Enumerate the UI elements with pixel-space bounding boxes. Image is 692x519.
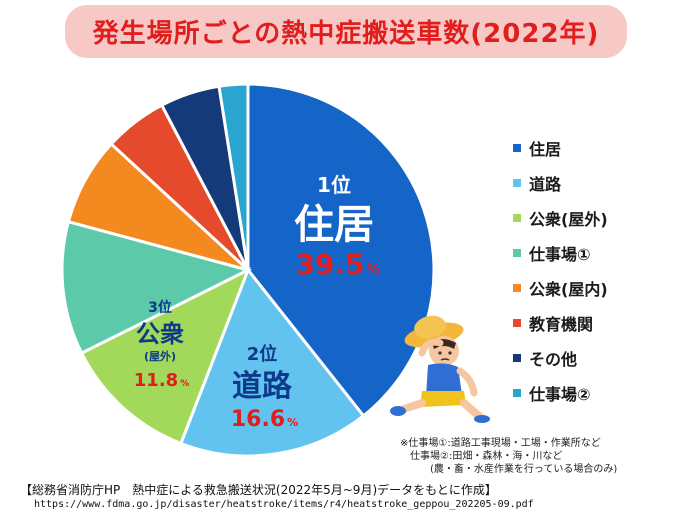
legend-item-4: 仕事場① [513, 235, 688, 270]
legend-label: 道路 [529, 174, 562, 194]
source-citation: 【総務省消防庁HP 熱中症による救急搬送状況(2022年5月~9月)データをもと… [20, 483, 497, 497]
legend-swatch [513, 318, 521, 327]
legend-label: 仕事場② [529, 384, 591, 404]
callout-rank-3: 3位 [148, 299, 172, 316]
footnote: ※仕事場①:道路工事現場・工場・作業所など 仕事場②:田畑・森林・海・川など (… [400, 438, 618, 475]
legend-label: 公衆(屋外) [529, 209, 608, 229]
callout-unit-1: % [367, 262, 381, 278]
pie-slice-3 [79, 266, 251, 446]
callout-percent-2: 16.6 [231, 407, 285, 432]
legend-swatch [513, 248, 521, 257]
legend-swatch [513, 213, 521, 222]
chart-title: 発生場所ごとの熱中症搬送車数(2022年) [64, 4, 628, 58]
callout-percent-1: 39.5 [295, 248, 364, 281]
legend-item-1: 住居 [513, 130, 688, 165]
heatstroke-person-illustration [390, 315, 490, 423]
callout-name-3: 公衆 [136, 320, 184, 348]
callout-percent-3: 11.8 [134, 370, 178, 391]
callout-rank-1: 1位 [317, 173, 351, 197]
legend-swatch [513, 178, 521, 187]
source-url[interactable]: https://www.fdma.go.jp/disaster/heatstro… [34, 499, 534, 510]
legend-label: 住居 [529, 139, 562, 159]
legend-item-7: その他 [513, 340, 688, 375]
callout-unit-3: % [180, 379, 189, 389]
legend-swatch [513, 283, 521, 292]
callout-name-1: 住居 [294, 202, 374, 248]
legend-item-5: 公衆(屋内) [513, 270, 688, 305]
callout-name-2: 道路 [232, 369, 293, 404]
legend-swatch [513, 143, 521, 152]
legend-swatch [513, 353, 521, 362]
callout-rank-2: 2位 [247, 343, 278, 365]
legend-item-3: 公衆(屋外) [513, 200, 688, 235]
legend-label: 公衆(屋内) [529, 279, 608, 299]
pie-slice-4 [60, 219, 253, 356]
legend-label: 仕事場① [529, 244, 591, 264]
legend-item-8: 仕事場② [513, 375, 688, 410]
callout-sub-3: (屋外) [144, 349, 176, 363]
title-bar: 発生場所ごとの熱中症搬送車数(2022年) [0, 0, 692, 62]
pie-slice-2 [178, 267, 366, 458]
legend-label: 教育機関 [529, 314, 594, 334]
legend-item-2: 道路 [513, 165, 688, 200]
callout-unit-2: % [287, 416, 298, 429]
legend-label: その他 [529, 349, 578, 369]
legend-item-6: 教育機関 [513, 305, 688, 340]
pie-slice-1 [246, 82, 436, 418]
pie-slice-8 [217, 82, 250, 271]
legend: 住居道路公衆(屋外) 仕事場① 公衆(屋内) 教育機関その他仕事場② [513, 130, 688, 410]
legend-swatch [513, 388, 521, 397]
